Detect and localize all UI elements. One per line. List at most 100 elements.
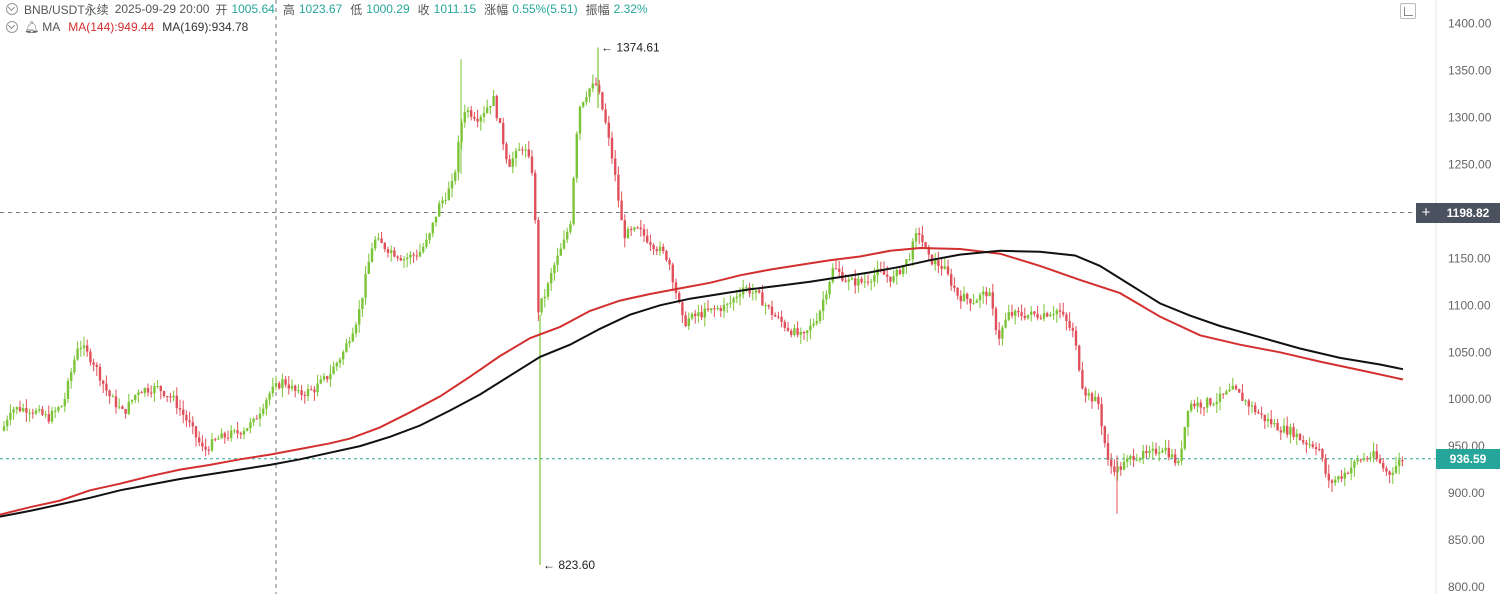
candle-body xyxy=(1113,466,1116,473)
candle-body xyxy=(962,293,966,302)
y-tick-label: 1250.00 xyxy=(1448,157,1492,171)
candle-body xyxy=(1148,450,1151,454)
candle-body xyxy=(166,396,169,398)
candle xyxy=(377,232,380,241)
candle xyxy=(665,249,668,262)
candle xyxy=(953,277,956,293)
candle-body xyxy=(1106,443,1110,460)
candle-body xyxy=(454,172,457,182)
candle xyxy=(1375,443,1378,462)
candle xyxy=(534,169,537,224)
candle-body xyxy=(98,366,102,381)
candle xyxy=(1346,471,1350,475)
candle-body xyxy=(844,280,847,282)
candle xyxy=(326,375,329,383)
candle xyxy=(108,389,111,404)
collapse-indicator-icon[interactable] xyxy=(6,21,18,33)
candle xyxy=(809,318,812,340)
candle-body xyxy=(918,233,921,235)
fullscreen-icon[interactable] xyxy=(1400,3,1416,19)
candle-body xyxy=(1394,466,1398,473)
candle xyxy=(1254,402,1257,415)
candle-body xyxy=(2,426,6,431)
candle-body xyxy=(1055,310,1058,315)
candle-body xyxy=(146,388,150,393)
candle xyxy=(258,406,262,427)
min-price-label: ← 823.60 xyxy=(543,558,595,572)
candle xyxy=(220,428,223,439)
candle xyxy=(546,281,550,300)
candle xyxy=(815,312,818,326)
candle xyxy=(15,406,18,415)
candle-body xyxy=(303,395,306,397)
candle xyxy=(223,431,226,444)
candle-body xyxy=(1180,448,1183,462)
candle-body xyxy=(50,410,54,422)
candle-body xyxy=(1398,459,1401,467)
collapse-icon[interactable] xyxy=(6,3,18,15)
candle-body xyxy=(1209,398,1212,405)
candle-body xyxy=(252,418,255,423)
candle xyxy=(1030,306,1033,322)
last-price-tag: 936.59 xyxy=(1436,449,1500,469)
candle-body xyxy=(1170,454,1174,458)
candle-body xyxy=(502,122,505,145)
candle xyxy=(578,105,582,141)
candle-body xyxy=(783,321,786,328)
candle-body xyxy=(556,255,559,265)
candle xyxy=(751,283,754,301)
candle-body xyxy=(774,314,777,317)
candle xyxy=(940,258,943,276)
max-price-label: ← 1374.61 xyxy=(601,40,660,54)
candle xyxy=(150,385,153,398)
candle-body xyxy=(1378,458,1382,463)
candle-body xyxy=(1103,426,1106,444)
candle-body xyxy=(630,228,633,230)
crosshair-price-tag: 1198.82 xyxy=(1436,203,1500,223)
candle-body xyxy=(140,392,143,394)
candle xyxy=(1234,384,1238,391)
candle-body xyxy=(1231,385,1234,390)
candle xyxy=(290,379,294,392)
candle-body xyxy=(575,133,578,179)
candle-body xyxy=(1382,462,1385,469)
candle xyxy=(130,399,134,405)
candle-body xyxy=(540,298,543,313)
alert-bell-icon[interactable]: 🔔︎ xyxy=(24,20,40,34)
candle xyxy=(300,384,303,401)
candle-body xyxy=(444,199,447,201)
candle-body xyxy=(460,122,463,142)
candle-body xyxy=(943,266,946,269)
candle xyxy=(911,238,914,266)
candle xyxy=(92,358,95,372)
candle xyxy=(278,381,281,390)
candle-body xyxy=(1202,407,1206,409)
candle-body xyxy=(617,174,620,201)
candle-body xyxy=(822,299,825,312)
candle-body xyxy=(572,178,575,225)
candle-body xyxy=(777,316,780,318)
candle-body xyxy=(278,383,281,389)
candle xyxy=(770,300,774,321)
high-value: 1023.67 xyxy=(298,2,343,16)
add-alert-plus-icon[interactable]: + xyxy=(1416,203,1436,223)
candle-body xyxy=(236,430,239,434)
candle-body xyxy=(214,439,217,441)
candle-body xyxy=(1314,446,1318,450)
candle-body xyxy=(642,229,646,236)
candle xyxy=(1327,464,1330,489)
candle xyxy=(1068,312,1071,331)
candle-body xyxy=(825,294,828,300)
candle-body xyxy=(322,376,326,380)
candle xyxy=(153,382,156,402)
candle xyxy=(230,424,233,442)
candle-body xyxy=(838,268,841,272)
candle xyxy=(9,404,12,426)
candle-body xyxy=(982,291,985,295)
candle xyxy=(1218,386,1222,411)
candle-body xyxy=(6,419,9,427)
candle-body xyxy=(492,96,495,106)
candle-body xyxy=(1132,456,1135,461)
candle-body xyxy=(953,285,956,288)
